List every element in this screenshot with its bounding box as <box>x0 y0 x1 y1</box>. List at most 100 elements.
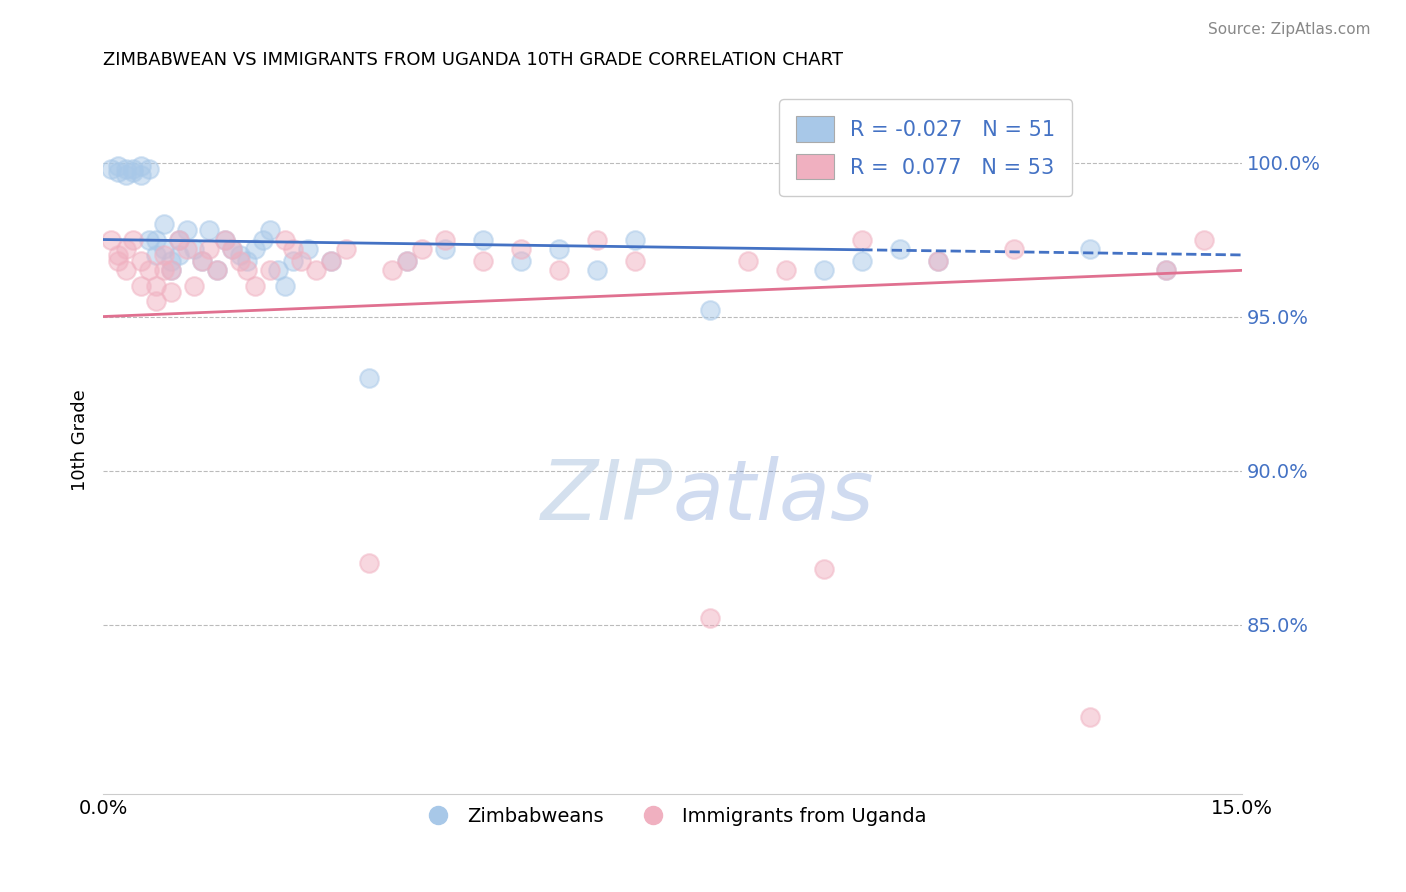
Text: atlas: atlas <box>672 456 875 537</box>
Point <box>1154 263 1177 277</box>
Point <box>813 562 835 576</box>
Point <box>509 254 531 268</box>
Text: ZIP: ZIP <box>540 456 672 537</box>
Point <box>357 556 380 570</box>
Point <box>214 233 236 247</box>
Point <box>813 263 835 277</box>
Point <box>229 254 252 268</box>
Point <box>927 254 949 268</box>
Point <box>115 161 138 176</box>
Point <box>381 263 404 277</box>
Point <box>411 242 433 256</box>
Point <box>107 248 129 262</box>
Point <box>198 242 221 256</box>
Point <box>433 242 456 256</box>
Point <box>145 233 167 247</box>
Point <box>191 254 214 268</box>
Point <box>138 161 160 176</box>
Point <box>160 285 183 299</box>
Point <box>115 242 138 256</box>
Point <box>547 242 569 256</box>
Point <box>122 233 145 247</box>
Point <box>305 263 328 277</box>
Point <box>290 254 312 268</box>
Point <box>183 242 205 256</box>
Point <box>274 278 297 293</box>
Point <box>1192 233 1215 247</box>
Point <box>100 233 122 247</box>
Point <box>229 248 252 262</box>
Point <box>509 242 531 256</box>
Point <box>236 254 259 268</box>
Point <box>274 233 297 247</box>
Point <box>319 254 342 268</box>
Point <box>205 263 228 277</box>
Point <box>115 263 138 277</box>
Point <box>699 611 721 625</box>
Point <box>160 263 183 277</box>
Point <box>107 159 129 173</box>
Point <box>145 278 167 293</box>
Point <box>927 254 949 268</box>
Point <box>138 233 160 247</box>
Y-axis label: 10th Grade: 10th Grade <box>72 389 89 491</box>
Point <box>129 168 152 182</box>
Point <box>145 248 167 262</box>
Point <box>160 263 183 277</box>
Point <box>129 278 152 293</box>
Point <box>889 242 911 256</box>
Point <box>623 254 645 268</box>
Point <box>585 263 607 277</box>
Point <box>851 233 873 247</box>
Point <box>585 233 607 247</box>
Point <box>252 233 274 247</box>
Legend: Zimbabweans, Immigrants from Uganda: Zimbabweans, Immigrants from Uganda <box>411 799 934 834</box>
Point <box>623 233 645 247</box>
Point <box>851 254 873 268</box>
Point <box>153 242 176 256</box>
Text: Source: ZipAtlas.com: Source: ZipAtlas.com <box>1208 22 1371 37</box>
Point <box>281 242 304 256</box>
Point <box>167 233 190 247</box>
Point <box>167 233 190 247</box>
Point <box>167 248 190 262</box>
Point <box>547 263 569 277</box>
Point <box>281 254 304 268</box>
Point <box>221 242 243 256</box>
Point <box>357 371 380 385</box>
Point <box>395 254 418 268</box>
Point <box>129 159 152 173</box>
Point <box>699 303 721 318</box>
Point <box>160 254 183 268</box>
Point <box>335 242 357 256</box>
Point <box>153 217 176 231</box>
Point <box>176 223 198 237</box>
Point <box>471 233 494 247</box>
Point <box>259 223 281 237</box>
Point <box>214 233 236 247</box>
Point <box>191 254 214 268</box>
Point <box>243 278 266 293</box>
Point <box>153 248 176 262</box>
Point <box>297 242 319 256</box>
Point <box>107 165 129 179</box>
Point <box>395 254 418 268</box>
Point <box>107 254 129 268</box>
Text: ZIMBABWEAN VS IMMIGRANTS FROM UGANDA 10TH GRADE CORRELATION CHART: ZIMBABWEAN VS IMMIGRANTS FROM UGANDA 10T… <box>103 51 844 69</box>
Point <box>471 254 494 268</box>
Point <box>1002 242 1025 256</box>
Point <box>198 223 221 237</box>
Point <box>243 242 266 256</box>
Point <box>221 242 243 256</box>
Point <box>100 161 122 176</box>
Point <box>122 161 145 176</box>
Point <box>183 278 205 293</box>
Point <box>737 254 759 268</box>
Point <box>205 263 228 277</box>
Point <box>1154 263 1177 277</box>
Point <box>138 263 160 277</box>
Point <box>775 263 797 277</box>
Point <box>1078 242 1101 256</box>
Point <box>319 254 342 268</box>
Point <box>176 242 198 256</box>
